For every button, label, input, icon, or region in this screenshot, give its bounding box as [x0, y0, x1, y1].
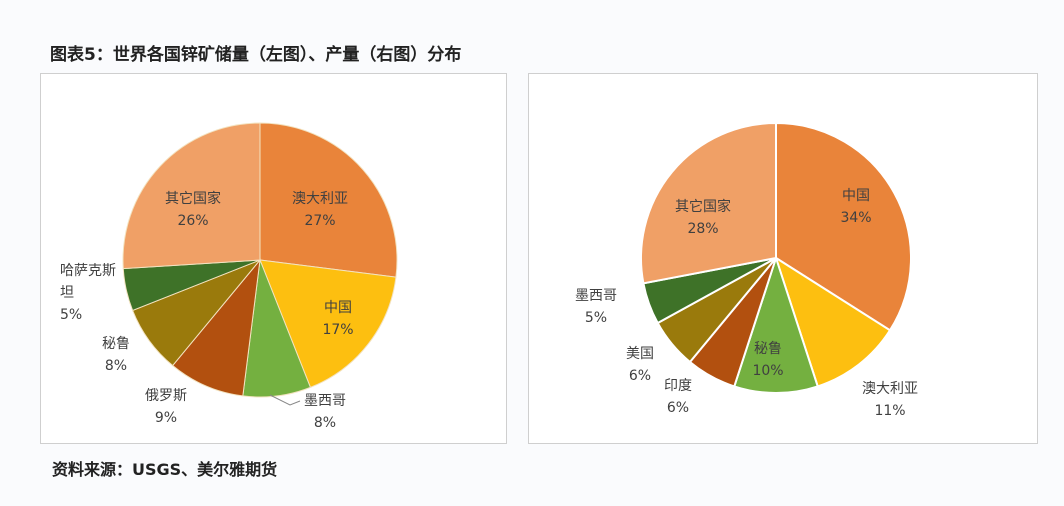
pie-slice-0-0	[259, 122, 398, 278]
slice-percent: 5%	[585, 310, 607, 326]
slice-percent: 6%	[667, 400, 689, 416]
slice-percent: 26%	[177, 213, 208, 229]
slice-label: 墨西哥 5%	[575, 288, 617, 326]
slice-percent: 10%	[752, 363, 783, 379]
slice-name: 墨西哥	[575, 288, 617, 304]
slice-name: 墨西哥	[304, 393, 346, 409]
pie-slice-1-2	[733, 254, 819, 394]
slice-percent: 8%	[314, 415, 336, 431]
slice-percent: 9%	[155, 410, 177, 426]
slice-percent: 34%	[840, 210, 871, 226]
slice-label: 澳大利亚 27%	[292, 191, 348, 229]
slice-label: 中国 34%	[840, 188, 871, 226]
slice-name: 澳大利亚	[292, 191, 348, 207]
slice-percent: 17%	[322, 322, 353, 338]
slice-name: 中国	[324, 300, 352, 316]
slice-label: 秘鲁 8%	[102, 336, 130, 374]
pie-slice-0-1	[259, 259, 397, 389]
slice-name: 秘鲁	[102, 336, 130, 352]
slice-percent: 6%	[629, 368, 651, 384]
slice-label: 秘鲁 10%	[752, 341, 783, 379]
slice-label: 美国 6%	[626, 346, 654, 384]
pie-slice-1-1	[774, 255, 892, 388]
slice-name: 印度	[664, 378, 692, 394]
leader-line	[269, 394, 301, 406]
slice-label: 墨西哥 8%	[304, 393, 346, 431]
pie-slice-1-6	[640, 121, 777, 285]
slice-label: 中国 17%	[322, 300, 353, 338]
slice-label: 其它国家 26%	[165, 190, 221, 229]
slice-name: 其它国家	[675, 198, 731, 215]
slice-percent: 27%	[304, 213, 335, 229]
slice-label: 俄罗斯 9%	[145, 388, 187, 426]
slice-name: 其它国家	[165, 190, 221, 207]
source-note: 资料来源：USGS、美尔雅期货	[52, 460, 278, 479]
slice-percent: 5%	[60, 307, 83, 323]
slice-percent: 8%	[105, 358, 127, 374]
slice-label: 印度 6%	[664, 378, 692, 416]
figure-title: 图表5：世界各国锌矿储量（左图）、产量（右图）分布	[50, 45, 462, 65]
slice-label: 其它国家 28%	[675, 198, 731, 237]
slice-name: 秘鲁	[754, 341, 782, 357]
slice-percent: 11%	[874, 403, 905, 419]
slice-percent: 28%	[687, 221, 718, 237]
slice-name: 俄罗斯	[145, 388, 187, 404]
slice-name: 美国	[626, 346, 654, 362]
slice-name: 澳大利亚	[862, 381, 918, 397]
slice-name: 中国	[842, 188, 870, 204]
slice-label: 澳大利亚 11%	[862, 381, 918, 419]
slice-name: 哈萨克斯坦	[60, 263, 116, 301]
pie-slice-0-6	[122, 122, 261, 270]
